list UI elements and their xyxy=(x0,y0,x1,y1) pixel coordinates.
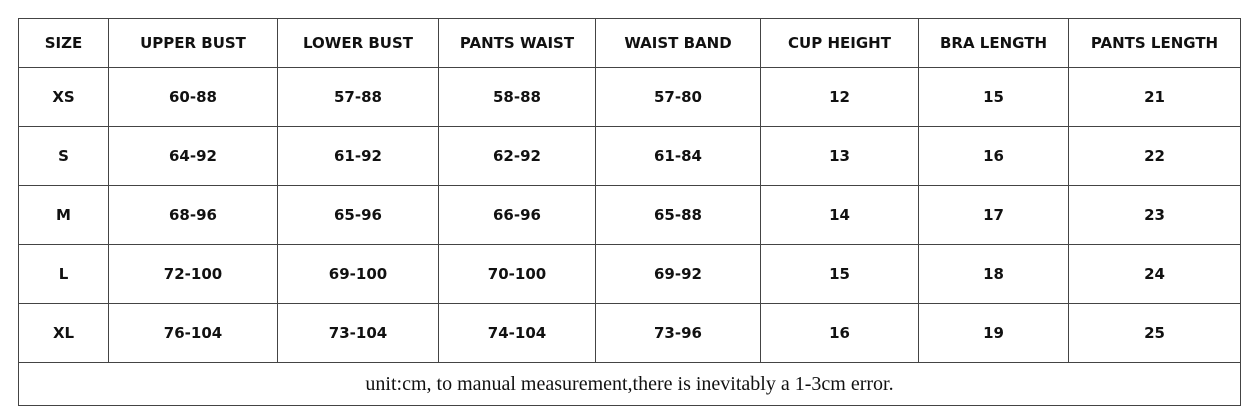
cell: 24 xyxy=(1068,244,1241,304)
cell: 23 xyxy=(1068,185,1241,245)
cell: 13 xyxy=(760,126,919,186)
cell: 73-96 xyxy=(595,303,761,363)
cell: 61-84 xyxy=(595,126,761,186)
header-cell: LOWER BUST xyxy=(277,18,439,68)
cell: 66-96 xyxy=(438,185,596,245)
cell: 65-88 xyxy=(595,185,761,245)
cell: 62-92 xyxy=(438,126,596,186)
size-row: XL 76-104 73-104 74-104 73-96 16 19 25 xyxy=(18,303,1241,363)
cell: 15 xyxy=(760,244,919,304)
cell: 57-80 xyxy=(595,67,761,127)
cell: 14 xyxy=(760,185,919,245)
cell: 72-100 xyxy=(108,244,278,304)
cell: 65-96 xyxy=(277,185,439,245)
cell: 21 xyxy=(1068,67,1241,127)
cell: 18 xyxy=(918,244,1069,304)
size-row: L 72-100 69-100 70-100 69-92 15 18 24 xyxy=(18,244,1241,304)
note: unit:cm, to manual measurement,there is … xyxy=(18,362,1241,406)
cell: S xyxy=(18,126,109,186)
size-row: M 68-96 65-96 66-96 65-88 14 17 23 xyxy=(18,185,1241,245)
cell: 15 xyxy=(918,67,1069,127)
size-table: SIZE UPPER BUST LOWER BUST PANTS WAIST WAIST… xyxy=(18,18,1241,406)
header-cell: UPPER BUST xyxy=(108,18,278,68)
cell: 69-92 xyxy=(595,244,761,304)
cell: M xyxy=(18,185,109,245)
cell: 68-96 xyxy=(108,185,278,245)
size-row: XS 60-88 57-88 58-88 57-80 12 15 21 xyxy=(18,67,1241,127)
size-row: S 64-92 61-92 62-92 61-84 13 16 22 xyxy=(18,126,1241,186)
cell: 16 xyxy=(918,126,1069,186)
header-cell: PANTS LENGTH xyxy=(1068,18,1241,68)
cell: 58-88 xyxy=(438,67,596,127)
header-cell: SIZE xyxy=(18,18,109,68)
cell: XL xyxy=(18,303,109,363)
cell: 16 xyxy=(760,303,919,363)
cell: 12 xyxy=(760,67,919,127)
cell: 69-100 xyxy=(277,244,439,304)
header-cell: PANTS WAIST xyxy=(438,18,596,68)
cell: 17 xyxy=(918,185,1069,245)
header-cell: CUP HEIGHT xyxy=(760,18,919,68)
cell: 70-100 xyxy=(438,244,596,304)
note-row: unit:cm, to manual measurement,there is … xyxy=(18,362,1241,406)
cell: 64-92 xyxy=(108,126,278,186)
header-row: SIZE UPPER BUST LOWER BUST PANTS WAIST WAIST… xyxy=(18,18,1241,68)
cell: 74-104 xyxy=(438,303,596,363)
header-cell: BRA LENGTH xyxy=(918,18,1069,68)
cell: 22 xyxy=(1068,126,1241,186)
cell: 25 xyxy=(1068,303,1241,363)
header-cell: WAIST BAND xyxy=(595,18,761,68)
cell: 73-104 xyxy=(277,303,439,363)
cell: XS xyxy=(18,67,109,127)
cell: 61-92 xyxy=(277,126,439,186)
cell: 60-88 xyxy=(108,67,278,127)
cell: 19 xyxy=(918,303,1069,363)
table-body: SIZE UPPER BUST LOWER BUST PANTS WAIST WAIST… xyxy=(18,18,1241,406)
cell: L xyxy=(18,244,109,304)
cell: 76-104 xyxy=(108,303,278,363)
cell: 57-88 xyxy=(277,67,439,127)
